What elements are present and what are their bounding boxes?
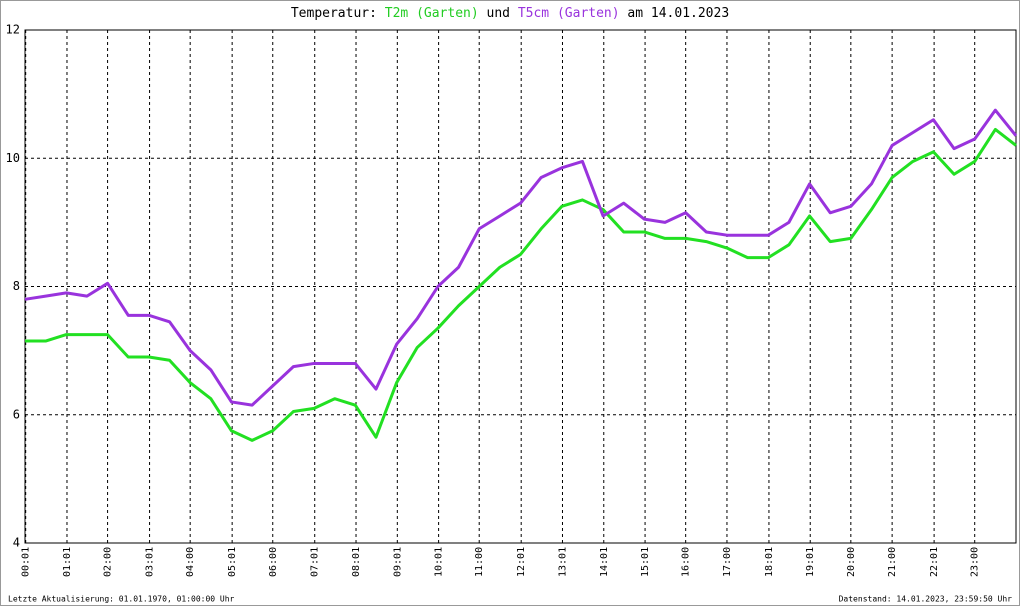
y-tick-label: 8 xyxy=(13,279,20,293)
footer-left: Letzte Aktualisierung: 01.01.1970, 01:00… xyxy=(8,595,235,604)
y-tick-label: 4 xyxy=(13,536,20,550)
x-tick-label: 17:00 xyxy=(722,547,733,577)
x-tick-label: 13:01 xyxy=(557,547,568,577)
x-tick-label: 09:01 xyxy=(392,547,403,577)
y-tick-label: 10 xyxy=(6,151,20,165)
x-tick-label: 20:00 xyxy=(846,547,857,577)
title-prefix: Temperatur: xyxy=(291,6,377,21)
x-tick-label: 07:01 xyxy=(310,547,321,577)
x-tick-label: 08:01 xyxy=(351,547,362,577)
footer-right: Datenstand: 14.01.2023, 23:59:50 Uhr xyxy=(839,595,1013,604)
x-tick-label: 23:00 xyxy=(970,547,981,577)
x-tick-label: 19:01 xyxy=(805,547,816,577)
y-tick-label: 6 xyxy=(13,407,20,421)
x-tick-label: 01:01 xyxy=(62,547,73,577)
x-tick-label: 16:00 xyxy=(681,547,692,577)
x-tick-label: 06:00 xyxy=(268,547,279,577)
plot-border xyxy=(24,29,1017,544)
x-tick-label: 18:01 xyxy=(764,547,775,577)
chart-title: Temperatur: T2m (Garten) und T5cm (Garte… xyxy=(291,6,729,21)
x-tick-label: 15:01 xyxy=(640,547,651,577)
y-tick-label: 12 xyxy=(6,23,20,37)
series-line xyxy=(25,127,1017,442)
x-tick-label: 04:00 xyxy=(185,547,196,577)
x-tick-label: 02:00 xyxy=(103,547,114,577)
x-tick-label: 05:01 xyxy=(227,547,238,577)
legend-entry: T2m (Garten) xyxy=(385,6,479,21)
series-line xyxy=(24,108,1018,407)
x-tick-label: 14:01 xyxy=(599,547,610,577)
title-joiner: und xyxy=(487,6,510,21)
x-tick-label: 21:00 xyxy=(887,547,898,577)
legend-entry: T5cm (Garten) xyxy=(518,6,620,21)
x-tick-label: 03:01 xyxy=(145,547,156,577)
x-tick-label: 22:01 xyxy=(929,547,940,577)
x-tick-label: 00:01 xyxy=(21,547,32,577)
title-suffix: am 14.01.2023 xyxy=(627,6,729,21)
x-tick-label: 11:00 xyxy=(474,547,485,577)
x-tick-label: 10:01 xyxy=(434,547,445,577)
x-tick-label: 12:01 xyxy=(516,547,527,577)
